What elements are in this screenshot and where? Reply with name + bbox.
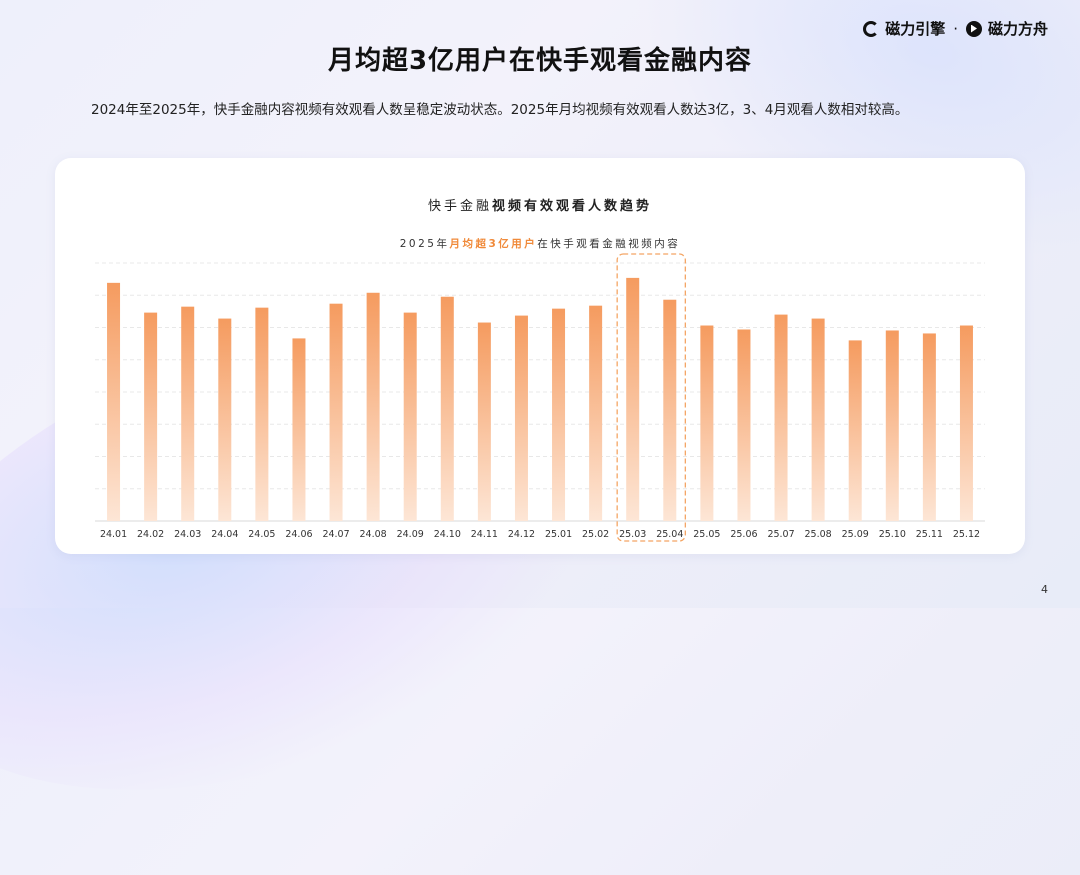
chart-title-bold: 视频有效观看人数趋势 — [492, 199, 653, 214]
x-tick-label: 25.08 — [805, 529, 832, 540]
bar-25.10 — [885, 330, 899, 521]
chart-title-prefix: 快手金融 — [427, 199, 492, 214]
x-tick-label: 25.03 — [619, 529, 646, 540]
bar-24.06 — [292, 338, 306, 521]
chart-subtitle-suffix: 在快手观看金融视频内容 — [537, 238, 681, 250]
bar-24.05 — [255, 307, 269, 521]
x-tick-label: 24.07 — [322, 529, 349, 540]
x-tick-label: 25.11 — [916, 529, 943, 540]
chart-title: 快手金融视频有效观看人数趋势 — [0, 195, 1080, 214]
logo-left-text: 磁力引擎 — [885, 20, 946, 38]
x-tick-label: 25.06 — [730, 529, 757, 540]
bar-24.01 — [107, 282, 121, 521]
x-tick-label: 24.06 — [285, 529, 312, 540]
x-tick-label: 24.12 — [508, 529, 535, 540]
x-tick-label: 25.01 — [545, 529, 572, 540]
bar-25.07 — [774, 314, 788, 521]
x-tick-label: 25.09 — [842, 529, 869, 540]
bar-24.08 — [366, 292, 380, 521]
page-number: 4 — [1041, 583, 1048, 596]
chart-subtitle-prefix: 2025年 — [399, 238, 450, 250]
page-subtitle: 2024年至2025年，快手金融内容视频有效观看人数呈稳定波动状态。2025年月… — [91, 102, 909, 118]
bar-25.01 — [552, 308, 566, 521]
x-tick-label: 24.11 — [471, 529, 498, 540]
bar-24.11 — [477, 322, 491, 521]
bar-24.09 — [403, 312, 417, 521]
bar-25.09 — [848, 340, 862, 521]
kuaishou-logo-icon — [965, 20, 982, 37]
bar-chart: 24.01 24.02 24.03 24.04 24.05 24.06 24.07 24.08… — [95, 253, 985, 542]
bar-25.06 — [737, 329, 751, 521]
bar-24.03 — [181, 306, 195, 521]
chart-card — [55, 158, 1025, 554]
bar-24.02 — [144, 312, 158, 521]
x-tick-label: 25.07 — [767, 529, 794, 540]
cili-logo-icon — [863, 20, 880, 37]
highlight-box — [616, 253, 686, 542]
x-tick-label: 24.03 — [174, 529, 201, 540]
bar-24.10 — [440, 296, 454, 521]
x-tick-label: 25.02 — [582, 529, 609, 540]
bar-25.05 — [700, 325, 714, 521]
bar-24.12 — [514, 315, 528, 521]
bar-25.11 — [922, 333, 936, 521]
x-tick-label: 25.10 — [879, 529, 906, 540]
bar-25.03 — [626, 277, 640, 521]
bar-25.08 — [811, 318, 825, 521]
x-tick-label: 25.05 — [693, 529, 720, 540]
x-tick-label: 25.12 — [953, 529, 980, 540]
x-tick-label: 24.09 — [397, 529, 424, 540]
bar-25.04 — [663, 299, 677, 521]
x-tick-label: 24.04 — [211, 529, 238, 540]
brand-logo: 磁力引擎 · 磁力方舟 — [863, 18, 1048, 39]
chart-subtitle-highlight: 月均超3亿用户 — [449, 238, 538, 250]
bar-25.02 — [589, 305, 603, 521]
x-tick-label: 24.01 — [100, 529, 127, 540]
x-tick-label: 24.05 — [248, 529, 275, 540]
page-title: 月均超3亿用户在快手观看金融内容 — [327, 46, 753, 76]
chart-subtitle: 2025年月均超3亿用户在快手观看金融视频内容 — [0, 236, 1080, 251]
logo-right-text: 磁力方舟 — [987, 20, 1048, 38]
bar-24.07 — [329, 303, 343, 521]
bar-24.04 — [218, 318, 232, 521]
x-tick-label: 24.08 — [360, 529, 387, 540]
bar-25.12 — [959, 325, 973, 521]
x-tick-label: 25.04 — [656, 529, 683, 540]
logo-separator: · — [953, 19, 958, 38]
x-tick-label: 24.02 — [137, 529, 164, 540]
x-tick-label: 24.10 — [434, 529, 461, 540]
